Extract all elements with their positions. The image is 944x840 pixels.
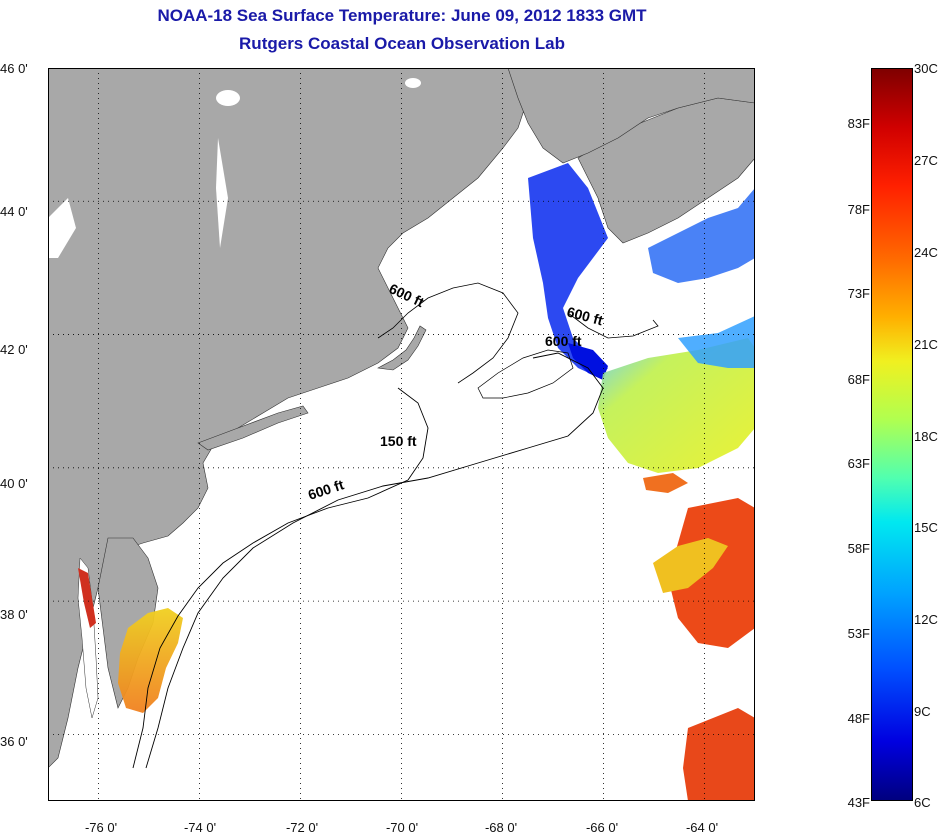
colorbar-c-label-12: 12C xyxy=(914,612,938,627)
colorbar-c-label-6: 6C xyxy=(914,795,931,810)
sst-georges-bank-deep xyxy=(568,343,608,380)
lat-label-44: 44 0' xyxy=(0,204,28,219)
lat-label-46: 46 0' xyxy=(0,61,28,76)
contour-600ft-gulf-of-maine xyxy=(377,282,519,384)
sst-nova-scotia-shelf xyxy=(648,188,755,283)
long-island xyxy=(197,405,309,451)
lat-label-42: 42 0' xyxy=(0,342,28,357)
sst-slope-warm xyxy=(598,338,755,473)
colorbar-f-label-63: 63F xyxy=(847,456,870,471)
colorbar-f-label-48: 48F xyxy=(847,711,870,726)
chesapeake-bay xyxy=(77,557,99,719)
cape-cod xyxy=(377,325,427,371)
lat-label-40: 40 0' xyxy=(0,476,28,491)
lake xyxy=(405,78,421,88)
sst-chesapeake-warm xyxy=(78,568,96,628)
sst-slope-blue xyxy=(678,316,755,368)
contour-600ft-south xyxy=(145,352,604,769)
lon-label-76: -76 0' xyxy=(84,820,118,835)
map-subtitle: Rutgers Coastal Ocean Observation Lab xyxy=(239,34,565,53)
map-title: NOAA-18 Sea Surface Temperature: June 09… xyxy=(157,6,647,25)
colorbar-c-label-15: 15C xyxy=(914,520,938,535)
sst-small-warm-eddy xyxy=(643,473,688,493)
graticule xyxy=(48,68,755,801)
lake-champlain xyxy=(216,138,228,248)
sst-gulf-stream-2 xyxy=(683,708,755,801)
sst-gulf-stream-warm-core xyxy=(653,538,728,593)
colorbar-c-label-24: 24C xyxy=(914,245,938,260)
lon-label-74: -74 0' xyxy=(183,820,217,835)
canada-north xyxy=(507,68,755,164)
colorbar-c-label-30: 30C xyxy=(914,61,938,76)
contour-georges-bank xyxy=(477,349,574,399)
lake-ontario-edge xyxy=(48,198,76,258)
colorbar-c-label-18: 18C xyxy=(914,429,938,444)
lon-label-64: -64 0' xyxy=(685,820,719,835)
colorbar-f-label-43: 43F xyxy=(847,795,870,810)
sst-gulf-stream-1 xyxy=(668,498,755,648)
colorbar-c-label-9: 9C xyxy=(914,704,931,719)
colorbar-f-label-53: 53F xyxy=(847,626,870,641)
lon-label-70: -70 0' xyxy=(385,820,419,835)
colorbar-f-label-73: 73F xyxy=(847,286,870,301)
contour-label-600ft-gb: 600 ft xyxy=(545,333,582,349)
colorbar-c-label-27: 27C xyxy=(914,153,938,168)
map-canvas: 600 ft 600 ft 600 ft 150 ft 600 ft xyxy=(48,68,755,801)
temperature-colorbar xyxy=(871,68,913,801)
contour-label-150ft: 150 ft xyxy=(380,433,417,449)
sst-map: 600 ft 600 ft 600 ft 150 ft 600 ft xyxy=(48,68,755,801)
sst-bay-of-fundy-cold xyxy=(528,163,608,378)
lon-label-66: -66 0' xyxy=(585,820,619,835)
colorbar-c-label-21: 21C xyxy=(914,337,938,352)
contour-150ft xyxy=(132,387,429,769)
lon-label-72: -72 0' xyxy=(285,820,319,835)
lake xyxy=(216,90,240,106)
colorbar-f-label-68: 68F xyxy=(847,372,870,387)
lat-label-36: 36 0' xyxy=(0,734,28,749)
map-frame xyxy=(48,68,755,801)
lat-label-38: 38 0' xyxy=(0,607,28,622)
contour-600ft-ne-channel xyxy=(567,312,659,339)
colorbar-f-label-83: 83F xyxy=(847,116,870,131)
sst-mid-atlantic-shelf xyxy=(118,608,183,713)
colorbar-f-label-78: 78F xyxy=(847,202,870,217)
colorbar-f-label-58: 58F xyxy=(847,541,870,556)
lon-label-68: -68 0' xyxy=(484,820,518,835)
